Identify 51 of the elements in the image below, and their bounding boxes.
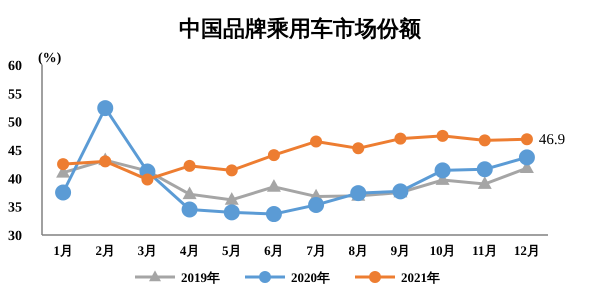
legend-label: 2020年: [291, 270, 330, 285]
y-tick-label: 35: [8, 200, 22, 216]
point: [268, 149, 280, 162]
x-tick-label: 5月: [222, 243, 242, 258]
x-tick-label: 7月: [306, 243, 326, 258]
x-tick-label: 10月: [430, 243, 456, 258]
point: [436, 130, 449, 142]
x-tick-label: 6月: [264, 243, 284, 258]
y-tick-label: 60: [8, 59, 22, 74]
point: [476, 161, 493, 178]
point: [224, 204, 240, 220]
point: [97, 100, 114, 116]
point: [266, 206, 282, 222]
x-tick-label: 9月: [390, 243, 410, 258]
point: [226, 164, 238, 176]
y-tick-label: 30: [8, 229, 22, 244]
point: [352, 142, 364, 154]
y-tick-label: 50: [8, 116, 22, 131]
point: [478, 176, 492, 189]
point: [182, 186, 197, 200]
point: [224, 192, 239, 205]
point: [55, 184, 72, 200]
point: [141, 173, 154, 186]
x-tick-label: 1月: [53, 243, 73, 258]
y-tick-label: 45: [8, 144, 22, 159]
point: [99, 155, 112, 168]
x-tick-label: 11月: [472, 243, 498, 258]
data-label: 46.9: [538, 132, 566, 148]
point: [478, 134, 491, 146]
x-tick-label: 12月: [514, 243, 540, 258]
point: [520, 133, 533, 146]
point: [310, 136, 322, 148]
y-axis-title: (%): [38, 51, 62, 66]
point: [308, 196, 324, 213]
x-tick-label: 2月: [96, 243, 115, 258]
point: [57, 158, 70, 170]
point: [184, 160, 196, 172]
x-tick-label: 4月: [180, 243, 200, 258]
x-tick-label: 3月: [138, 243, 158, 258]
point: [182, 202, 198, 218]
point: [434, 162, 451, 178]
y-tick-label: 40: [8, 172, 22, 188]
point: [350, 185, 366, 202]
point: [518, 149, 535, 166]
point: [394, 132, 406, 145]
legend-label: 2019年: [181, 270, 220, 285]
chart-title: 中国品牌乘用车市场份额: [179, 16, 422, 41]
x-tick-label: 8月: [348, 243, 368, 258]
legend-label: 2021年: [401, 270, 440, 285]
point: [266, 179, 281, 192]
y-tick-label: 55: [8, 87, 22, 102]
